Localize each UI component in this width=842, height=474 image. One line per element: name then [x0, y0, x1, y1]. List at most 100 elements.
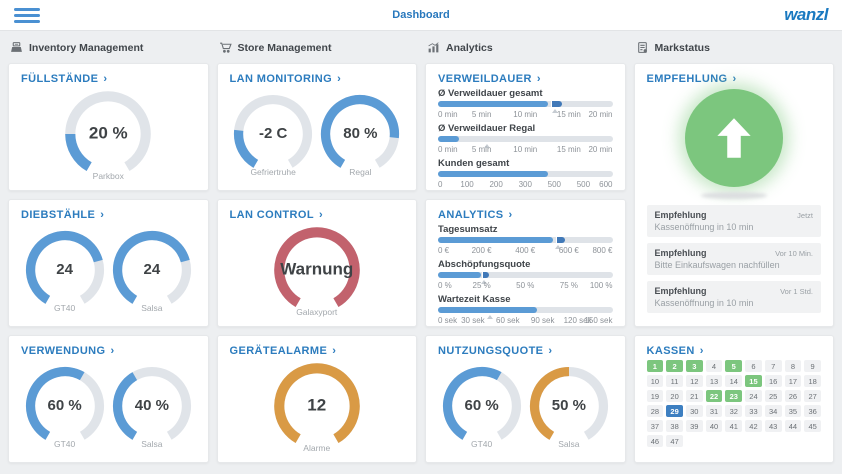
- kasse-cell-36[interactable]: 36: [804, 405, 821, 417]
- kasse-cell-1[interactable]: 1: [646, 360, 664, 372]
- kasse-cell-6[interactable]: 6: [745, 360, 762, 372]
- kasse-cell-39[interactable]: 39: [685, 420, 703, 432]
- kasse-cell-19[interactable]: 19: [646, 390, 664, 402]
- notification-item[interactable]: Empfehlung Vor 1 Std. Kassenöffnung in 10 …: [646, 281, 821, 313]
- kasse-cell-44[interactable]: 44: [784, 420, 802, 432]
- kasse-cell-25[interactable]: 25: [764, 390, 782, 402]
- target-marker-icon: [551, 109, 558, 113]
- kasse-cell-29[interactable]: 29: [666, 405, 683, 417]
- kasse-cell-31[interactable]: 31: [705, 405, 723, 417]
- progress-fill: [438, 237, 554, 243]
- card-title-geraetealarme[interactable]: GERÄTEALARME ›: [230, 345, 405, 357]
- card-title-nutzungsquote[interactable]: NUTZUNGSQUOTE ›: [438, 345, 613, 357]
- notification-text: Bitte Einkaufswagen nachfüllen: [654, 260, 780, 270]
- kasse-cell-20[interactable]: 20: [666, 390, 683, 402]
- chevron-right-icon: ›: [508, 209, 513, 221]
- kasse-cell-7[interactable]: 7: [764, 360, 782, 372]
- tick-label: 5 min: [471, 110, 492, 119]
- axis-ticks: 0 € 200 € 400 € 600 € 800 €: [438, 245, 613, 256]
- gauge-group: 20 % Parkbox: [21, 88, 196, 181]
- gauge-group: 60 % GT40 40 % Salsa: [21, 360, 196, 452]
- notification-item[interactable]: Empfehlung Jetzt Kassenöffnung in 10 min: [646, 205, 821, 237]
- kasse-cell-27[interactable]: 27: [804, 390, 821, 402]
- metric-label: Ø Verweildauer Regal: [438, 123, 536, 134]
- kasse-cell-24[interactable]: 24: [745, 390, 762, 402]
- kasse-cell-5[interactable]: 5: [725, 360, 743, 372]
- gauge-value: 60 %: [47, 397, 82, 415]
- kasse-cell-33[interactable]: 33: [745, 405, 762, 417]
- chevron-right-icon: ›: [318, 209, 324, 221]
- gauge-GT40: 60 % GT40: [23, 364, 107, 449]
- card-title-verwendung[interactable]: VERWENDUNG ›: [21, 345, 196, 357]
- kasse-cell-43[interactable]: 43: [764, 420, 782, 432]
- tick-label: 25 %: [472, 281, 491, 290]
- kasse-cell-46[interactable]: 46: [646, 435, 664, 447]
- kasse-cell-14[interactable]: 14: [725, 375, 743, 387]
- notification-item[interactable]: Empfehlung Vor 10 Min. Bitte Einkaufswagen…: [646, 243, 821, 275]
- kasse-cell-37[interactable]: 37: [646, 420, 664, 432]
- tick-label: 0 €: [438, 246, 450, 255]
- card-title-lan-monitoring[interactable]: LAN MONITORING ›: [230, 73, 405, 85]
- kasse-cell-12[interactable]: 12: [685, 375, 703, 387]
- tick-label: 10 min: [513, 145, 538, 154]
- arrow-up-icon: [684, 89, 783, 187]
- card-title-text: FÜLLSTÄNDE: [21, 73, 99, 85]
- kasse-cell-32[interactable]: 32: [725, 405, 743, 417]
- kasse-cell-15[interactable]: 15: [745, 375, 762, 387]
- gauge-arc: [234, 95, 313, 168]
- card-title-diebstaehle[interactable]: DIEBSTÄHLE ›: [21, 209, 196, 221]
- gauge-value: 20 %: [88, 123, 128, 143]
- kasse-cell-22[interactable]: 22: [705, 390, 723, 402]
- tick-label: 60 sek: [496, 316, 520, 325]
- card-title-empfehlung[interactable]: EMPFEHLUNG ›: [647, 73, 822, 85]
- gauge-label: Parkbox: [92, 171, 124, 181]
- card-title-analytics-kpis[interactable]: ANALYTICS ›: [438, 209, 613, 221]
- card-title-fuellstaende[interactable]: FÜLLSTÄNDE ›: [21, 73, 196, 85]
- kasse-cell-23[interactable]: 23: [725, 390, 743, 402]
- gauge-group: 12 Alarme: [230, 360, 405, 453]
- gauge-label: Salsa: [558, 439, 580, 449]
- tick-label: 500: [547, 180, 562, 189]
- notification-text: Kassenöffnung in 10 min: [654, 298, 754, 308]
- card-title-lan-control[interactable]: LAN CONTROL ›: [230, 209, 405, 221]
- kasse-cell-9[interactable]: 9: [804, 360, 821, 372]
- chart-icon: [427, 41, 440, 54]
- kasse-cell-16[interactable]: 16: [764, 375, 782, 387]
- card-title-verweildauer[interactable]: VERWEILDAUER ›: [438, 73, 613, 85]
- card-title-kassen[interactable]: KASSEN ›: [647, 345, 822, 357]
- kasse-cell-18[interactable]: 18: [804, 375, 821, 387]
- column-label: Store Management: [237, 41, 332, 54]
- metric-label: Ø Verweildauer gesamt: [438, 88, 543, 99]
- notification-title: Empfehlung: [654, 248, 707, 258]
- kasse-cell-45[interactable]: 45: [804, 420, 821, 432]
- kasse-cell-8[interactable]: 8: [784, 360, 802, 372]
- kasse-cell-21[interactable]: 21: [685, 390, 703, 402]
- card-nutzungsquote: NUTZUNGSQUOTE › 60 % GT40 50 % Salsa: [425, 335, 626, 463]
- kasse-cell-4[interactable]: 4: [705, 360, 723, 372]
- kasse-cell-34[interactable]: 34: [764, 405, 782, 417]
- tick-label: 0 sek: [438, 316, 458, 325]
- gauge-value: 12: [307, 395, 327, 415]
- kasse-cell-3[interactable]: 3: [685, 360, 703, 372]
- kasse-cell-28[interactable]: 28: [646, 405, 664, 417]
- kasse-cell-30[interactable]: 30: [685, 405, 703, 417]
- gauge-group: -2 C Gefriertruhe 80 % Regal: [230, 88, 405, 180]
- tick-label: 200: [489, 180, 503, 189]
- kasse-cell-2[interactable]: 2: [666, 360, 683, 372]
- gauge-group: Warnung Galaxyport: [230, 224, 405, 317]
- kasse-cell-42[interactable]: 42: [745, 420, 762, 432]
- kasse-cell-38[interactable]: 38: [666, 420, 683, 432]
- kasse-cell-11[interactable]: 11: [666, 375, 683, 387]
- kasse-cell-10[interactable]: 10: [646, 375, 664, 387]
- card-verwendung: VERWENDUNG › 60 % GT40 40 % Salsa: [8, 335, 209, 463]
- kasse-cell-47[interactable]: 47: [666, 435, 683, 447]
- kasse-cell-13[interactable]: 13: [705, 375, 723, 387]
- hamburger-menu-icon[interactable]: [14, 5, 40, 26]
- kasse-cell-26[interactable]: 26: [784, 390, 802, 402]
- kasse-cell-41[interactable]: 41: [725, 420, 743, 432]
- kasse-cell-40[interactable]: 40: [705, 420, 723, 432]
- column-header-store: Store Management: [219, 41, 416, 54]
- column-header-markstatus: Markstatus: [636, 41, 833, 54]
- kasse-cell-35[interactable]: 35: [784, 405, 802, 417]
- kasse-cell-17[interactable]: 17: [784, 375, 802, 387]
